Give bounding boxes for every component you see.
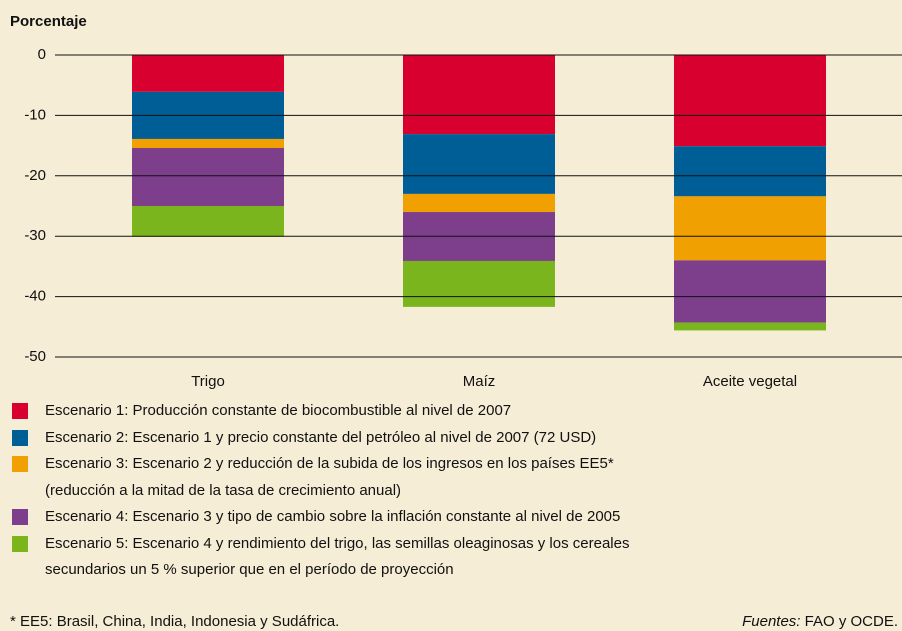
legend-label: Escenario 3: Escenario 2 y reducción de …	[45, 455, 614, 499]
legend: Escenario 1: Producción constante de bio…	[12, 398, 629, 584]
legend-item: Escenario 3: Escenario 2 y reducción de …	[12, 451, 629, 504]
legend-label: Escenario 4: Escenario 3 y tipo de cambi…	[45, 508, 621, 525]
x-tick-label: Maíz	[463, 373, 496, 390]
source-text: FAO y OCDE.	[805, 613, 898, 630]
footnote: * EE5: Brasil, China, India, Indonesia y…	[10, 613, 339, 630]
source-label: Fuentes:	[742, 613, 800, 630]
bar-segment	[674, 55, 826, 147]
bar-segment	[403, 55, 555, 135]
bar-segment	[674, 146, 826, 197]
legend-label: Escenario 1: Producción constante de bio…	[45, 402, 512, 419]
x-tick-label: Aceite vegetal	[703, 373, 797, 390]
bar-segment	[132, 138, 284, 149]
y-tick-label: -30	[24, 227, 46, 244]
legend-swatch	[12, 456, 28, 472]
legend-item: Escenario 2: Escenario 1 y precio consta…	[12, 425, 629, 452]
legend-swatch	[12, 535, 28, 552]
bar-segment	[403, 134, 555, 194]
legend-item: Escenario 4: Escenario 3 y tipo de cambi…	[12, 504, 629, 531]
bar-segment	[132, 206, 284, 237]
legend-swatch	[12, 403, 28, 419]
y-tick-label: -40	[24, 288, 46, 305]
legend-label: Escenario 2: Escenario 1 y precio consta…	[45, 428, 597, 446]
source: Fuentes: FAO y OCDE.	[742, 613, 898, 630]
x-tick-label: Trigo	[191, 373, 225, 390]
y-tick-label: -50	[24, 348, 46, 365]
bar-segment	[674, 260, 826, 323]
bar-segment	[403, 260, 555, 307]
legend-item: Escenario 1: Producción constante de bio…	[12, 398, 629, 425]
legend-label: Escenario 5: Escenario 4 y rendimiento d…	[45, 534, 630, 579]
y-tick-label: -10	[24, 106, 46, 123]
legend-swatch	[12, 429, 28, 446]
bar-segment	[132, 55, 284, 92]
bar-segment	[403, 193, 555, 213]
legend-item: Escenario 5: Escenario 4 y rendimiento d…	[12, 531, 629, 584]
bar-segment	[674, 196, 826, 261]
bar-segment	[132, 148, 284, 206]
legend-swatch	[12, 509, 28, 525]
y-tick-label: 0	[38, 46, 46, 63]
y-axis-label: Porcentaje	[10, 13, 87, 30]
y-tick-label: -20	[24, 167, 46, 184]
bar-segment	[674, 322, 826, 331]
